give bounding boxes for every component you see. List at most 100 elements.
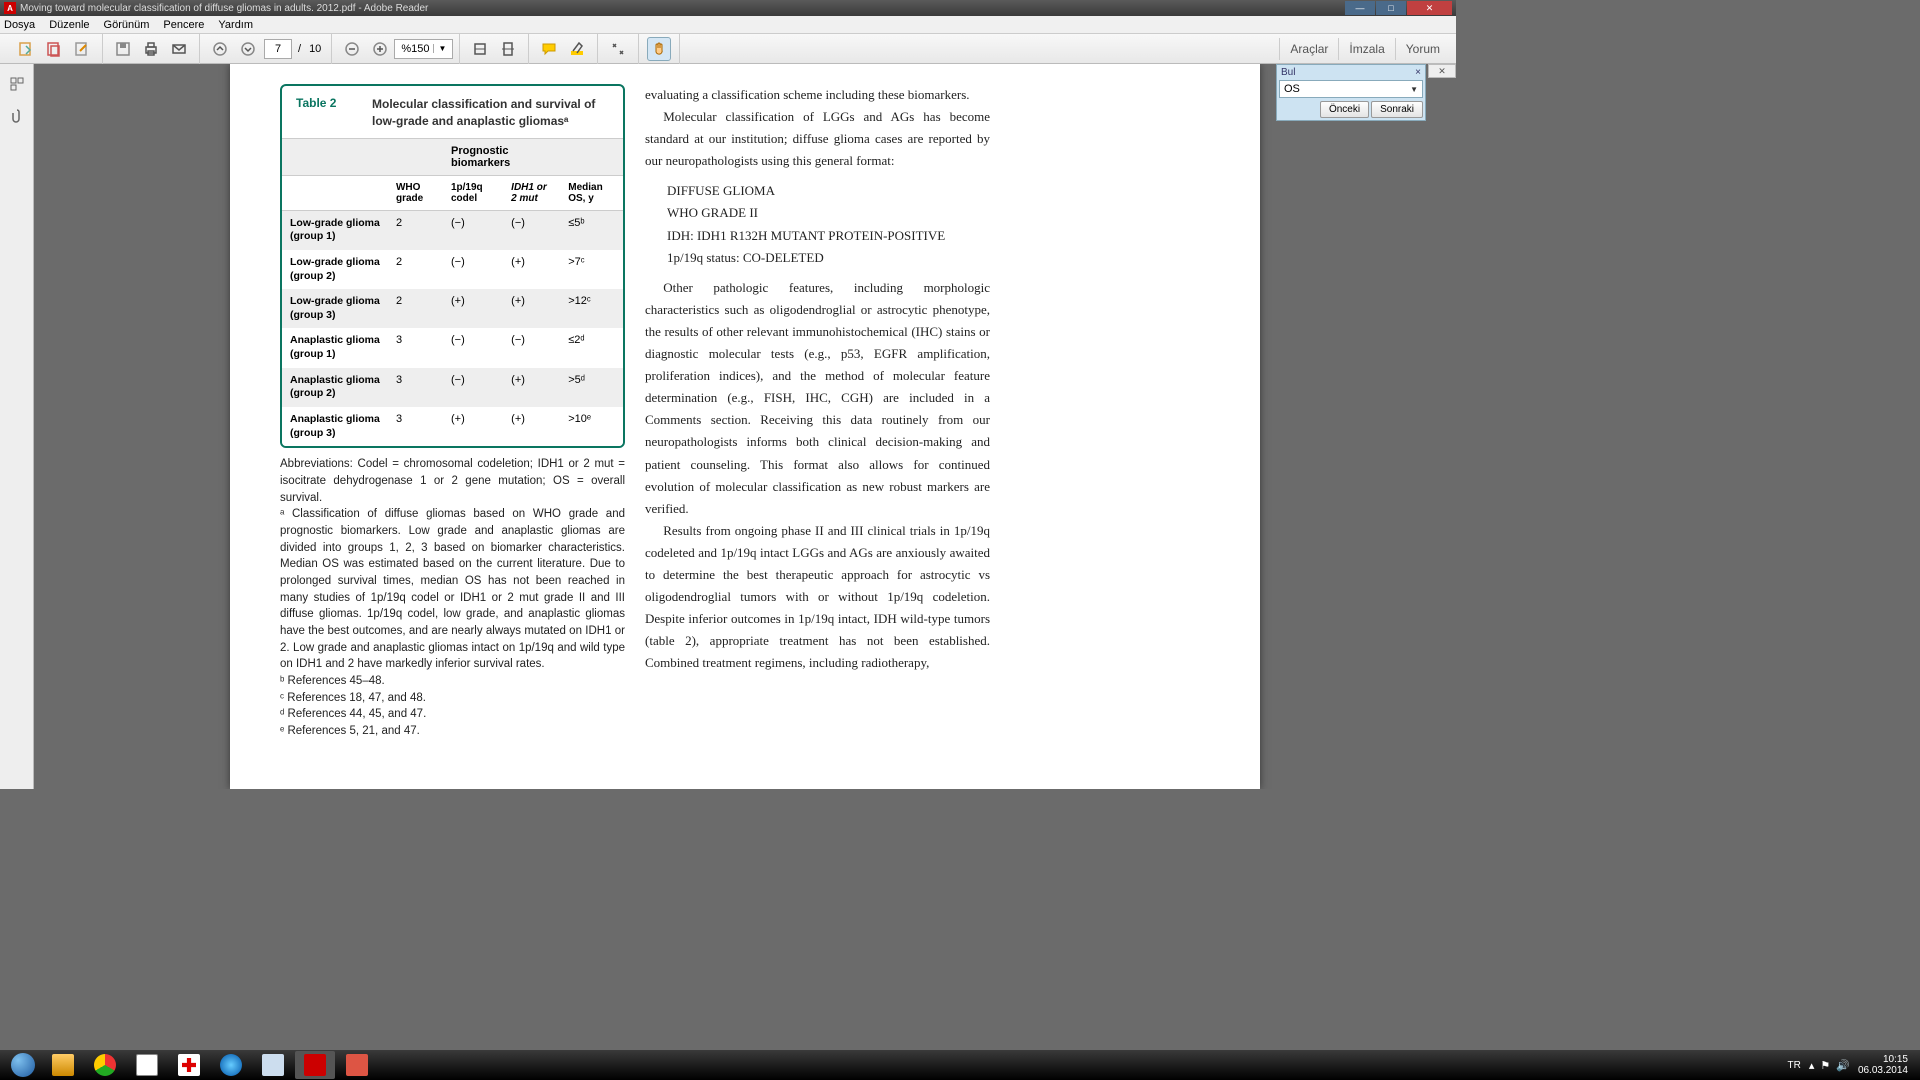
- menu-help[interactable]: Yardım: [218, 19, 253, 31]
- menu-edit[interactable]: Düzenle: [49, 19, 89, 31]
- task-paint[interactable]: [127, 1051, 167, 1079]
- page-separator: /: [298, 43, 301, 55]
- nav-sidebar: [0, 64, 34, 789]
- comment-icon[interactable]: [537, 37, 561, 61]
- col-2: 1p/19q codel: [443, 175, 503, 210]
- note-e: ᵉ References 5, 21, and 47.: [280, 723, 625, 740]
- task-powerpoint[interactable]: [337, 1051, 377, 1079]
- attachments-icon[interactable]: [5, 104, 29, 128]
- highlight-icon[interactable]: [565, 37, 589, 61]
- pdf-icon: A: [4, 2, 16, 14]
- page-up-icon[interactable]: [208, 37, 232, 61]
- chevron-down-icon: ▼: [1410, 85, 1418, 94]
- find-prev-button[interactable]: Önceki: [1320, 101, 1369, 118]
- tray-volume-icon[interactable]: 🔊: [1836, 1059, 1850, 1072]
- table2-title: Molecular classification and survival of…: [372, 96, 609, 130]
- tray-arrow-icon[interactable]: ▴: [1809, 1059, 1815, 1072]
- find-value: OS: [1284, 83, 1300, 95]
- table2-grid: Prognostic biomarkers WHO grade 1p/19q c…: [282, 138, 623, 447]
- menu-window[interactable]: Pencere: [163, 19, 204, 31]
- cell-grade: 2: [388, 250, 443, 289]
- para-1: evaluating a classification scheme inclu…: [645, 84, 990, 106]
- cell-os: >12ᶜ: [560, 289, 623, 328]
- find-panel: Bul × OS ▼ Önceki Sonraki: [1276, 64, 1426, 121]
- minimize-button[interactable]: —: [1345, 1, 1375, 15]
- cell-idh: (+): [503, 407, 560, 446]
- maximize-button[interactable]: □: [1376, 1, 1406, 15]
- fmt-2: WHO GRADE II: [645, 202, 990, 224]
- fmt-4: 1p/19q status: CO-DELETED: [645, 247, 990, 269]
- hand-tool-icon[interactable]: [647, 37, 671, 61]
- zoom-in-icon[interactable]: [368, 37, 392, 61]
- create-pdf-icon[interactable]: [42, 37, 66, 61]
- menubar: Dosya Düzenle Görünüm Pencere Yardım: [0, 16, 1456, 34]
- fit-width-icon[interactable]: [468, 37, 492, 61]
- tools-panel-button[interactable]: Araçlar: [1279, 38, 1338, 60]
- edit-pdf-icon[interactable]: [70, 37, 94, 61]
- cell-codel: (+): [443, 407, 503, 446]
- col-3: IDH1 or 2 mut: [503, 175, 560, 210]
- cell-name: Low-grade glioma (group 2): [282, 250, 388, 289]
- windows-icon: [11, 1053, 35, 1077]
- tray-icons[interactable]: ▴ ⚑ 🔊: [1809, 1059, 1850, 1072]
- zoom-value: %150: [397, 43, 433, 55]
- menu-file[interactable]: Dosya: [4, 19, 35, 31]
- col-4: Median OS, y: [560, 175, 623, 210]
- fmt-3: IDH: IDH1 R132H MUTANT PROTEIN-POSITIVE: [645, 225, 990, 247]
- table2-label: Table 2: [296, 96, 372, 130]
- cell-grade: 3: [388, 328, 443, 367]
- find-title: Bul: [1281, 67, 1295, 78]
- thumbnails-icon[interactable]: [5, 72, 29, 96]
- cell-codel: (−): [443, 210, 503, 250]
- task-ie[interactable]: [211, 1051, 251, 1079]
- close-scroll-icon[interactable]: ✕: [1428, 64, 1456, 78]
- task-medical[interactable]: [169, 1051, 209, 1079]
- email-icon[interactable]: [167, 37, 191, 61]
- menu-view[interactable]: Görünüm: [104, 19, 150, 31]
- cell-idh: (−): [503, 210, 560, 250]
- cell-os: >5ᵈ: [560, 368, 623, 407]
- task-chrome[interactable]: [85, 1051, 125, 1079]
- sign-panel-button[interactable]: İmzala: [1338, 38, 1394, 60]
- para-4: Results from ongoing phase II and III cl…: [645, 520, 990, 675]
- comment-panel-button[interactable]: Yorum: [1395, 38, 1450, 60]
- cell-os: ≤2ᵈ: [560, 328, 623, 367]
- cell-grade: 3: [388, 368, 443, 407]
- page-down-icon[interactable]: [236, 37, 260, 61]
- note-a: ᵃ Classification of diffuse gliomas base…: [280, 506, 625, 673]
- table-row: Low-grade glioma (group 3)2(+)(+)>12ᶜ: [282, 289, 623, 328]
- para-2: Molecular classification of LGGs and AGs…: [645, 106, 990, 172]
- find-input[interactable]: OS ▼: [1279, 80, 1423, 98]
- close-button[interactable]: ✕: [1407, 1, 1452, 15]
- titlebar: A Moving toward molecular classification…: [0, 0, 1456, 16]
- tray-lang[interactable]: TR: [1787, 1060, 1800, 1071]
- save-icon[interactable]: [111, 37, 135, 61]
- document-viewport[interactable]: ✕ Table 2 Molecular classification and s…: [34, 64, 1456, 789]
- chevron-down-icon: ▼: [433, 44, 450, 53]
- para-3: Other pathologic features, including mor…: [645, 277, 990, 520]
- find-close-icon[interactable]: ×: [1415, 67, 1421, 78]
- print-icon[interactable]: [139, 37, 163, 61]
- taskbar: TR ▴ ⚑ 🔊 10:15 06.03.2014: [0, 1050, 1920, 1080]
- tray-action-icon[interactable]: ⚑: [1820, 1059, 1830, 1072]
- start-button[interactable]: [4, 1051, 42, 1079]
- tray-date: 06.03.2014: [1858, 1065, 1908, 1076]
- zoom-out-icon[interactable]: [340, 37, 364, 61]
- task-calc[interactable]: [253, 1051, 293, 1079]
- find-next-button[interactable]: Sonraki: [1371, 101, 1423, 118]
- tray-clock[interactable]: 10:15 06.03.2014: [1858, 1054, 1908, 1076]
- page-number-input[interactable]: [264, 39, 292, 59]
- export-pdf-icon[interactable]: [14, 37, 38, 61]
- read-mode-icon[interactable]: [606, 37, 630, 61]
- note-abbr: Abbreviations: Codel = chromosomal codel…: [280, 456, 625, 506]
- note-b: ᵇ References 45–48.: [280, 673, 625, 690]
- zoom-select[interactable]: %150▼: [394, 39, 453, 59]
- cell-os: >10ᵉ: [560, 407, 623, 446]
- cell-codel: (−): [443, 328, 503, 367]
- cell-codel: (−): [443, 250, 503, 289]
- fit-page-icon[interactable]: [496, 37, 520, 61]
- page-total: 10: [309, 43, 321, 55]
- task-reader[interactable]: [295, 1051, 335, 1079]
- task-explorer[interactable]: [43, 1051, 83, 1079]
- note-d: ᵈ References 44, 45, and 47.: [280, 706, 625, 723]
